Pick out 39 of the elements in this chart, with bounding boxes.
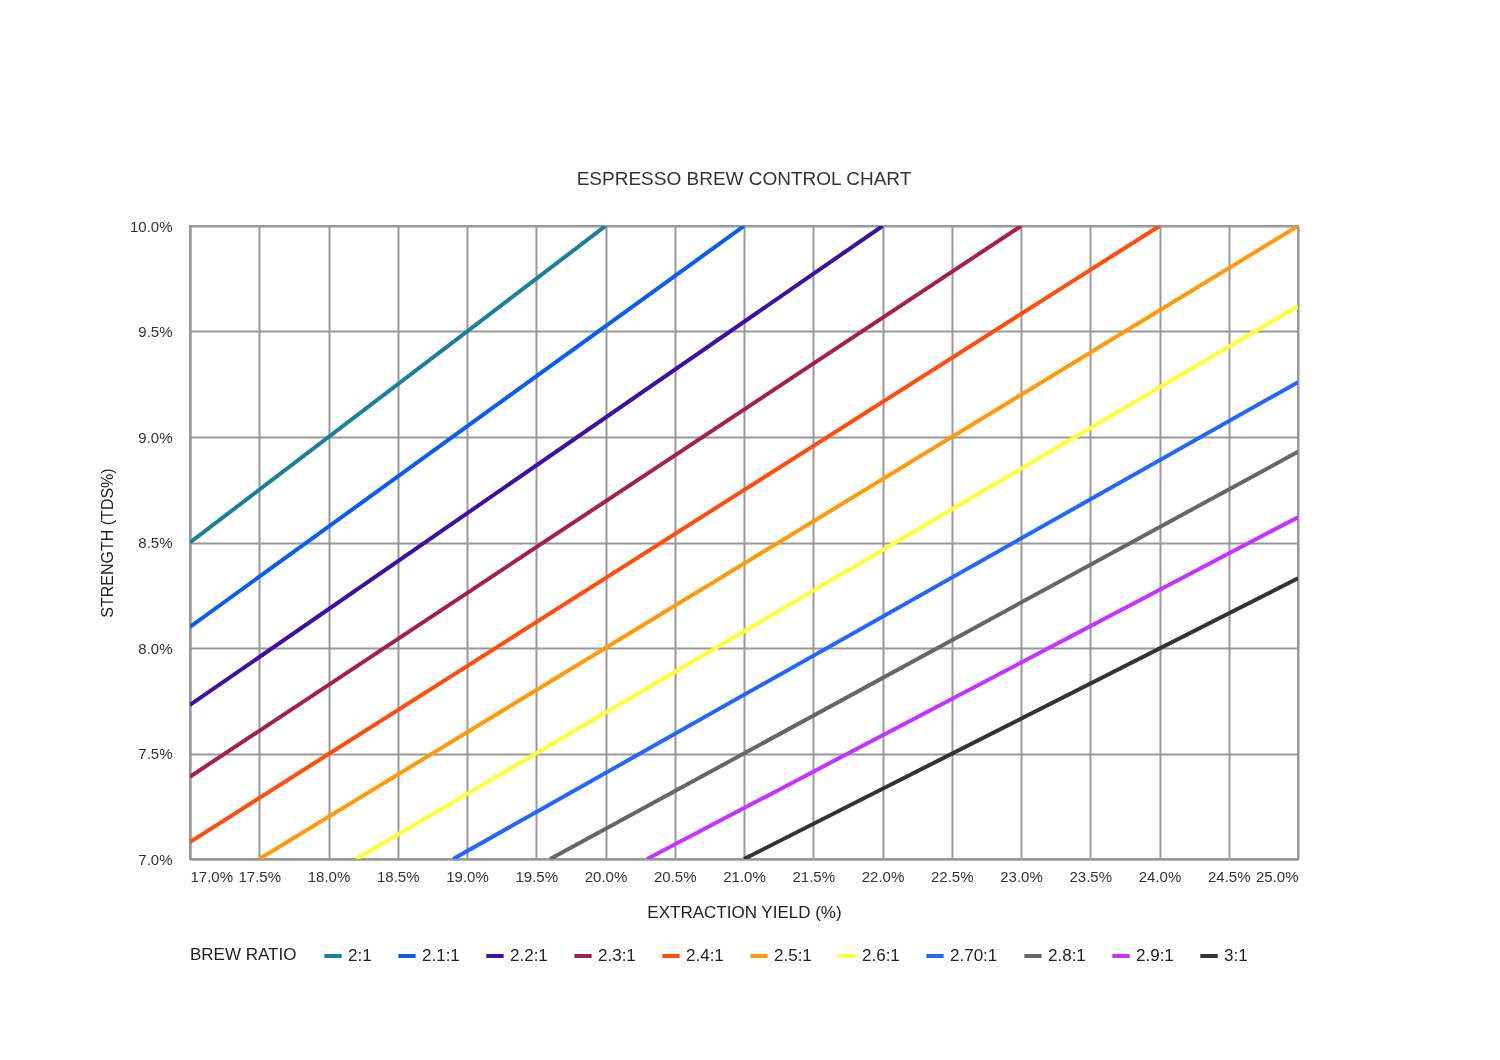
x-tick-label: 25.0% (1255, 867, 1299, 885)
legend-label: 2.8:1 (1048, 946, 1086, 965)
legend-label: 2.6:1 (862, 946, 900, 965)
x-tick-label: 23.5% (1069, 867, 1113, 885)
x-tick-label: 18.5% (376, 867, 420, 885)
legend-label: 3:1 (1224, 946, 1248, 965)
legend-label: 2.9:1 (1136, 946, 1174, 965)
x-tick-label: 23.0% (1000, 867, 1043, 885)
y-tick-label: 7.0% (138, 850, 173, 868)
y-tick-label: 9.5% (138, 323, 173, 340)
x-tick-label: 22.0% (861, 867, 905, 885)
x-tick-label: 17.5% (238, 867, 282, 885)
legend-label: 2.70:1 (950, 946, 998, 965)
legend-label: 2.3:1 (598, 946, 636, 965)
x-tick-label: 19.5% (515, 867, 559, 885)
x-tick-label: 21.0% (723, 867, 766, 885)
x-tick-label: 22.5% (930, 867, 974, 885)
legend-label: 2.4:1 (686, 946, 724, 965)
legend-label: 2.5:1 (774, 946, 812, 965)
x-tick-label: 21.5% (792, 867, 836, 885)
legend-label: 2.2:1 (510, 946, 548, 965)
y-axis-title: STRENGTH (TDS%) (98, 468, 116, 618)
chart-title: ESPRESSO BREW CONTROL CHART (576, 168, 912, 189)
y-tick-label: 10.0% (129, 217, 173, 235)
x-tick-label: 24.5% (1207, 867, 1251, 885)
y-tick-label: 9.0% (138, 428, 173, 446)
legend-label: 2.1:1 (422, 946, 460, 965)
y-tick-label: 8.0% (138, 639, 173, 657)
x-tick-label: 24.0% (1138, 867, 1182, 885)
x-axis-title: EXTRACTION YIELD (%) (647, 902, 842, 922)
y-tick-label: 7.5% (138, 745, 173, 762)
x-tick-label: 17.0% (190, 867, 234, 885)
x-tick-label: 18.0% (307, 867, 351, 885)
x-tick-label: 20.0% (584, 867, 628, 885)
y-tick-label: 8.5% (138, 534, 173, 551)
legend-label: 2:1 (348, 946, 372, 965)
x-tick-label: 19.0% (446, 867, 489, 885)
legend-title: BREW RATIO (190, 945, 297, 964)
x-tick-label: 20.5% (653, 867, 697, 885)
